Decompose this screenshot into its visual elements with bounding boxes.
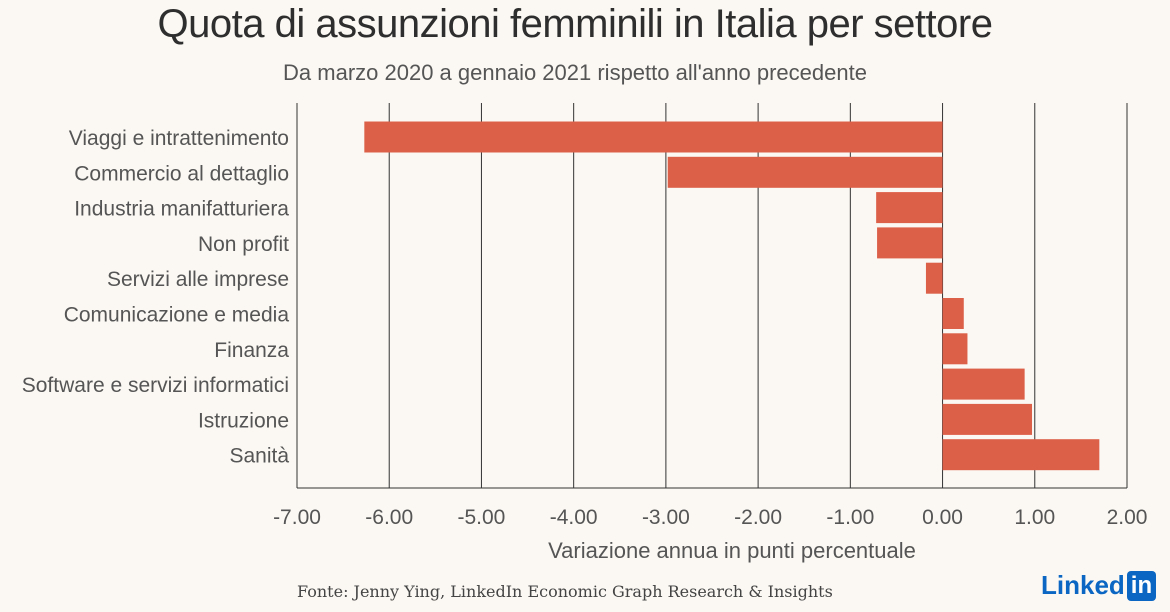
x-tick-label: -7.00 [273, 506, 321, 529]
linkedin-logo-text: Linked [1041, 570, 1125, 600]
category-label: Finanza [214, 339, 289, 362]
bar [942, 368, 1025, 400]
x-axis-label: Variazione annua in punti percentuale [548, 538, 916, 563]
x-tick-label: -5.00 [458, 506, 506, 529]
x-tick-label: 1.00 [1014, 506, 1055, 529]
chart-subtitle: Da marzo 2020 a gennaio 2021 rispetto al… [283, 60, 867, 85]
bar [942, 333, 968, 365]
x-tick-label: 2.00 [1107, 506, 1148, 529]
bar [364, 121, 943, 153]
x-tick-label: -2.00 [734, 506, 782, 529]
category-label: Servizi alle imprese [107, 268, 289, 291]
x-tick-label: -6.00 [365, 506, 413, 529]
bar [876, 192, 943, 224]
category-label: Software e servizi informatici [22, 374, 289, 397]
category-label: Non profit [198, 233, 289, 256]
category-label: Comunicazione e media [64, 304, 290, 327]
category-label: Industria manifatturiera [74, 198, 289, 221]
category-label: Sanità [229, 445, 289, 468]
chart-title: Quota di assunzioni femminili in Italia … [157, 2, 993, 46]
x-tick-label: -4.00 [550, 506, 598, 529]
linkedin-logo-box: in [1126, 570, 1157, 601]
bar [667, 156, 943, 188]
bar [942, 439, 1100, 471]
linkedin-logo: Linked in [1041, 570, 1157, 601]
bar [877, 227, 943, 259]
x-tick-label: 0.00 [922, 506, 963, 529]
bar [942, 403, 1033, 435]
bar [925, 262, 943, 294]
category-label: Commercio al dettaglio [74, 162, 289, 185]
bar [942, 298, 964, 329]
category-label: Viaggi e intrattenimento [69, 127, 289, 150]
x-tick-label: -3.00 [642, 506, 690, 529]
category-label: Istruzione [198, 409, 289, 432]
source-note: Fonte: Jenny Ying, LinkedIn Economic Gra… [297, 582, 833, 601]
x-tick-label: -1.00 [826, 506, 874, 529]
